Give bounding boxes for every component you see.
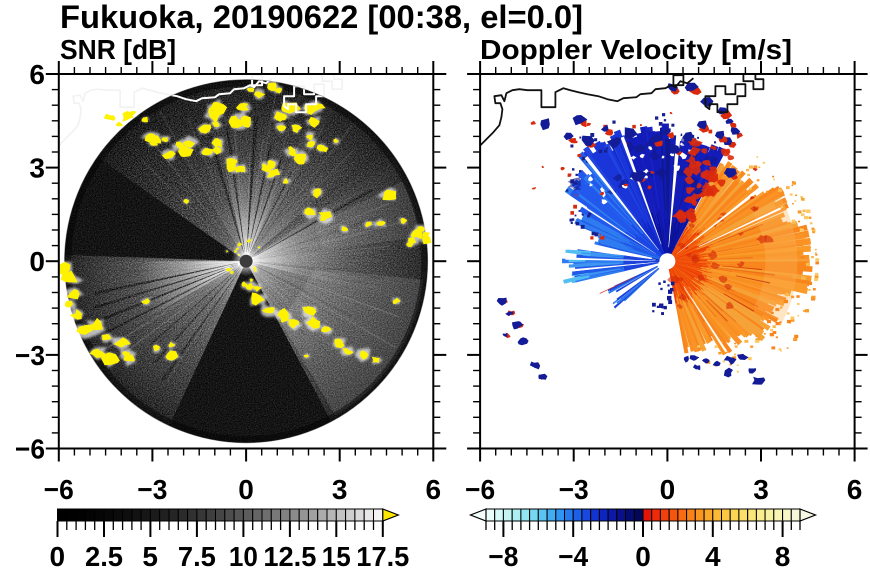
svg-text:0: 0 — [635, 541, 651, 570]
svg-text:−6: −6 — [15, 434, 45, 465]
svg-text:−3: −3 — [559, 474, 589, 505]
svg-text:4: 4 — [705, 541, 721, 570]
svg-text:10: 10 — [229, 541, 258, 570]
svg-text:3: 3 — [29, 153, 45, 184]
svg-text:−4: −4 — [558, 541, 588, 570]
svg-text:12.5: 12.5 — [263, 541, 316, 570]
svg-text:−6: −6 — [44, 474, 74, 505]
svg-text:Fukuoka, 20190622 [00:38, el=0: Fukuoka, 20190622 [00:38, el=0.0] — [60, 0, 583, 35]
svg-text:6: 6 — [847, 474, 863, 505]
svg-text:3: 3 — [753, 474, 769, 505]
svg-text:0: 0 — [50, 541, 66, 570]
svg-text:17.5: 17.5 — [356, 541, 409, 570]
svg-text:8: 8 — [775, 541, 791, 570]
svg-text:−3: −3 — [15, 340, 45, 371]
svg-text:15: 15 — [322, 541, 351, 570]
svg-text:−6: −6 — [465, 474, 495, 505]
svg-text:6: 6 — [29, 59, 45, 90]
svg-text:0: 0 — [238, 474, 254, 505]
svg-text:−8: −8 — [488, 541, 518, 570]
svg-text:7.5: 7.5 — [178, 541, 216, 570]
svg-text:3: 3 — [332, 474, 348, 505]
svg-text:2.5: 2.5 — [85, 541, 123, 570]
svg-text:Doppler Velocity [m/s]: Doppler Velocity [m/s] — [480, 34, 792, 65]
svg-text:0: 0 — [29, 246, 45, 277]
svg-text:SNR [dB]: SNR [dB] — [60, 34, 176, 65]
svg-text:6: 6 — [426, 474, 442, 505]
svg-text:0: 0 — [660, 474, 676, 505]
svg-text:−3: −3 — [137, 474, 167, 505]
svg-text:5: 5 — [142, 541, 158, 570]
